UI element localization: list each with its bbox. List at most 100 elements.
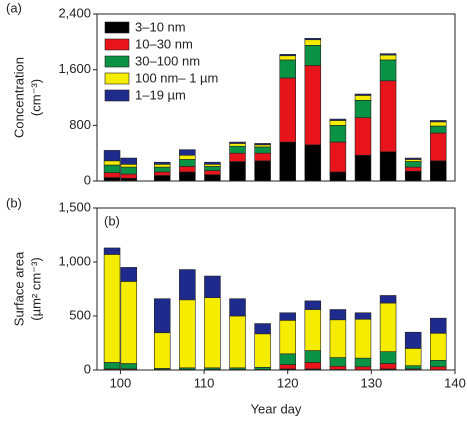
bar-segment <box>404 159 422 162</box>
bar-segment <box>304 65 322 146</box>
bar-segment <box>229 143 246 147</box>
bar-segment <box>379 80 397 153</box>
bar-segment <box>254 152 271 162</box>
bar-segment <box>430 160 447 182</box>
legend-swatch <box>104 21 130 34</box>
legend-swatch <box>104 89 130 102</box>
legend-label: 10–30 nm <box>135 36 193 51</box>
bar-segment <box>254 366 271 370</box>
legend-label: 30–100 nm <box>135 53 200 68</box>
bar-segment <box>304 300 322 310</box>
bar-segment <box>120 173 138 179</box>
bar-segment <box>404 365 422 370</box>
bar-segment <box>179 299 196 369</box>
bar-segment <box>354 117 372 156</box>
bar-segment <box>279 364 296 370</box>
x-tick-label: 120 <box>277 375 299 390</box>
bar-segment <box>254 333 271 368</box>
y-tick-label: 2,400 <box>58 5 91 20</box>
legend-label: 100 nm– 1 µm <box>135 70 218 85</box>
bar-segment <box>404 348 422 366</box>
bar-segment <box>254 160 271 182</box>
bar-segment <box>354 99 372 118</box>
bar-segment <box>379 302 397 352</box>
bar-segment <box>103 247 121 255</box>
bar-segment <box>279 312 296 321</box>
bar-segment <box>103 150 121 162</box>
bar-segment <box>153 161 171 165</box>
bar-segment <box>179 159 196 167</box>
bar-segment <box>229 315 246 369</box>
bar-segment <box>120 164 138 168</box>
y-tick-label: 0 <box>84 172 91 187</box>
bar-segment <box>153 298 171 334</box>
bar-segment <box>204 166 221 171</box>
bar-segment <box>354 93 372 96</box>
legend-label: 1–19 µm <box>135 87 186 102</box>
bar-segment <box>229 145 246 154</box>
y-axis-label: (cm⁻³) <box>28 79 43 116</box>
bar-segment <box>379 363 397 370</box>
bar-segment <box>329 125 347 143</box>
y-axis-label: Concentration <box>11 57 26 138</box>
bar-segment <box>379 351 397 364</box>
bar-segment <box>354 312 372 320</box>
bar-segment <box>153 332 171 369</box>
y-tick-label: 1,000 <box>58 253 91 268</box>
bar-segment <box>120 281 138 364</box>
bar-segment <box>120 157 138 165</box>
bar-segment <box>204 161 221 165</box>
bar-segment <box>279 77 296 143</box>
bar-segment <box>254 144 271 148</box>
y-axis-label: Surface area <box>11 251 26 326</box>
x-tick-label: 110 <box>194 375 215 390</box>
bar-segment <box>354 318 372 359</box>
bar-segment <box>179 154 196 160</box>
bar-segment <box>204 170 221 176</box>
bar-segment <box>279 320 296 355</box>
bar-segment <box>329 357 347 367</box>
bar-segment <box>279 55 296 61</box>
bar-segment <box>120 363 138 370</box>
y-tick-label: 800 <box>69 117 91 132</box>
bar-segment <box>304 45 322 66</box>
bar-segment <box>304 38 322 41</box>
bar-segment <box>153 164 171 168</box>
y-tick-label: 1,500 <box>58 199 91 214</box>
bar-segment <box>229 161 246 182</box>
bar-segment <box>430 332 447 361</box>
bar-segment <box>354 95 372 101</box>
panel-label: (a) <box>6 0 22 15</box>
bar-segment <box>329 365 347 370</box>
bar-segment <box>404 170 422 182</box>
bar-segment <box>430 125 447 134</box>
bar-segment <box>354 357 372 368</box>
bar-segment <box>204 275 221 298</box>
y-tick-label: 0 <box>84 361 91 376</box>
x-tick-label: 140 <box>444 375 466 390</box>
bar-segment <box>379 295 397 304</box>
bar-segment <box>179 149 196 156</box>
bar-segment <box>103 254 121 363</box>
bar-segment <box>229 298 246 317</box>
bar-segment <box>329 118 347 121</box>
bar-segment <box>404 161 422 168</box>
x-tick-label: 130 <box>361 375 383 390</box>
bar-segment <box>179 269 196 301</box>
bar-segment <box>279 141 296 182</box>
bar-segment <box>404 331 422 349</box>
bar-segment <box>304 144 322 182</box>
bar-segment <box>404 166 422 172</box>
bar-segment <box>103 177 121 182</box>
bar-segment <box>254 143 271 146</box>
bar-segment <box>354 154 372 182</box>
bar-segment <box>430 359 447 368</box>
bar-segment <box>279 54 296 57</box>
panel-label: (b) <box>6 195 22 210</box>
bar-segment <box>254 323 271 335</box>
x-axis-label: Year day <box>251 401 302 416</box>
bar-segment <box>153 171 171 176</box>
bar-segment <box>430 132 447 162</box>
